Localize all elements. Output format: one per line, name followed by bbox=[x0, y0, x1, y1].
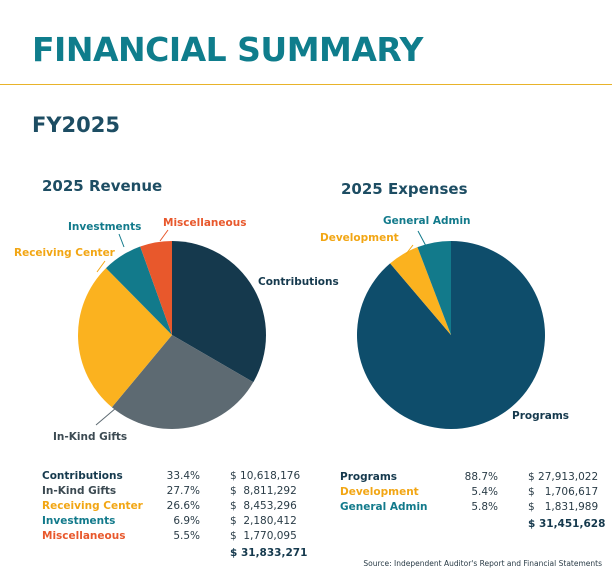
in-kind-leader-line bbox=[95, 407, 117, 426]
expenses-pie-labels: Programs Development General Admin bbox=[320, 215, 569, 422]
revenue-label-investments: Investments bbox=[68, 221, 141, 233]
receiving-center-leader-line bbox=[96, 260, 106, 273]
revenue-row-percent: 33.4% bbox=[166, 470, 200, 482]
page-title: FINANCIAL SUMMARY bbox=[32, 30, 423, 69]
expenses-row-name: General Admin bbox=[340, 501, 428, 513]
revenue-row-amount: $ 8,811,292 bbox=[230, 485, 297, 497]
revenue-slice-in-kind-gifts bbox=[111, 335, 254, 429]
expenses-row-amount: $ 1,706,617 bbox=[528, 486, 599, 498]
expenses-row: Development 5.4% $ 1,706,617 bbox=[340, 485, 605, 500]
revenue-total-row: $ 31,833,271 bbox=[42, 544, 307, 561]
revenue-row-amount: $ 8,453,296 bbox=[230, 500, 297, 512]
expenses-row-name: Programs bbox=[340, 471, 398, 483]
revenue-row-name: Investments bbox=[42, 515, 116, 527]
revenue-row: Receiving Center 26.6% $ 8,453,296 bbox=[42, 499, 307, 514]
revenue-row-amount: $ 2,180,412 bbox=[230, 515, 297, 527]
expenses-row-percent: 88.7% bbox=[464, 471, 498, 483]
revenue-row: Investments 6.9% $ 2,180,412 bbox=[42, 514, 307, 529]
expenses-pie bbox=[357, 241, 546, 429]
revenue-row-name: Receiving Center bbox=[42, 500, 143, 512]
expenses-row: Programs 88.7% $ 27,913,022 bbox=[340, 470, 605, 485]
development-leader-line bbox=[405, 244, 414, 255]
expenses-row-percent: 5.8% bbox=[471, 501, 498, 513]
revenue-row-percent: 27.7% bbox=[166, 485, 200, 497]
expenses-label-development: Development bbox=[320, 232, 399, 244]
revenue-row-name: Miscellaneous bbox=[42, 530, 126, 542]
revenue-row-name: Contributions bbox=[42, 470, 123, 482]
expenses-row-percent: 5.4% bbox=[471, 486, 498, 498]
revenue-row-percent: 26.6% bbox=[166, 500, 200, 512]
expenses-total: $ 31,451,628 bbox=[528, 518, 606, 530]
revenue-label-receiving-center: Receiving Center bbox=[14, 247, 116, 259]
revenue-pie bbox=[78, 241, 266, 429]
expenses-slice-development bbox=[390, 247, 451, 335]
investments-leader-line bbox=[118, 233, 125, 248]
expenses-row-amount: $ 27,913,022 bbox=[528, 471, 599, 483]
revenue-pie-labels: Contributions In-Kind Gifts Receiving Ce… bbox=[14, 217, 339, 443]
expenses-total-row: $ 31,451,628 bbox=[340, 515, 605, 532]
source-note: Source: Independent Auditor's Report and… bbox=[363, 559, 602, 568]
revenue-row: Miscellaneous 5.5% $ 1,770,095 bbox=[42, 529, 307, 544]
revenue-row: Contributions 33.4% $ 10,618,176 bbox=[42, 469, 307, 484]
revenue-row: In-Kind Gifts 27.7% $ 8,811,292 bbox=[42, 484, 307, 499]
revenue-table: Contributions 33.4% $ 10,618,176 In-Kind Gi… bbox=[42, 469, 307, 561]
expenses-row-amount: $ 1,831,989 bbox=[528, 501, 599, 513]
expenses-label-programs: Programs bbox=[512, 410, 569, 422]
expenses-slice-programs bbox=[357, 241, 546, 429]
general-admin-leader-line bbox=[417, 230, 427, 247]
expenses-label-general-admin: General Admin bbox=[383, 215, 471, 227]
revenue-chart-title: 2025 Revenue bbox=[42, 177, 163, 195]
revenue-slice-investments bbox=[106, 246, 172, 335]
revenue-row-percent: 6.9% bbox=[173, 515, 200, 527]
expenses-row-name: Development bbox=[340, 486, 419, 498]
title-divider bbox=[0, 84, 612, 85]
revenue-label-in-kind-gifts: In-Kind Gifts bbox=[53, 431, 127, 443]
miscellaneous-leader-line bbox=[159, 229, 169, 242]
revenue-row-name: In-Kind Gifts bbox=[42, 485, 117, 497]
revenue-slice-miscellaneous bbox=[140, 241, 172, 335]
expenses-row: General Admin 5.8% $ 1,831,989 bbox=[340, 500, 605, 515]
revenue-row-amount: $ 1,770,095 bbox=[230, 530, 297, 542]
expenses-chart-title: 2025 Expenses bbox=[341, 180, 468, 198]
revenue-row-percent: 5.5% bbox=[173, 530, 200, 542]
revenue-slice-receiving-center bbox=[78, 268, 172, 408]
fiscal-year-heading: FY2025 bbox=[32, 113, 120, 137]
expenses-table: Programs 88.7% $ 27,913,022 Development 5.4%… bbox=[340, 470, 605, 532]
revenue-row-amount: $ 10,618,176 bbox=[230, 470, 301, 482]
revenue-label-contributions: Contributions bbox=[258, 276, 339, 288]
expenses-slice-general-admin bbox=[417, 241, 451, 335]
revenue-label-miscellaneous: Miscellaneous bbox=[163, 217, 246, 229]
revenue-slice-contributions bbox=[172, 241, 266, 383]
revenue-total: $ 31,833,271 bbox=[230, 547, 308, 559]
